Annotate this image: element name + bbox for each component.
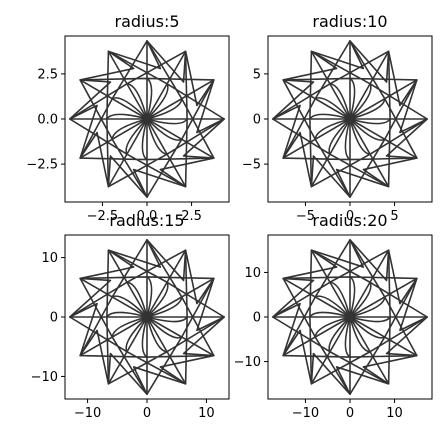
y-tick-label: −10 — [234, 355, 261, 370]
radial-series — [69, 40, 225, 198]
subplot-3: radius:15 −10 0 10 −10 0 10 — [31, 211, 230, 421]
x-tick-label: 10 — [198, 406, 215, 421]
y-tick-label: 5 — [253, 67, 261, 82]
y-tick-label: 2.5 — [37, 67, 58, 82]
x-tick-label: 0 — [346, 209, 354, 224]
y-tick-label: 0 — [253, 311, 261, 326]
x-tick-label: 0.0 — [137, 209, 158, 224]
radial-series — [69, 239, 225, 395]
x-tick-label: 10 — [386, 406, 403, 421]
x-tick-label: −5 — [296, 209, 315, 224]
rosette-lines — [69, 239, 225, 395]
y-tick-label: 10 — [244, 266, 261, 281]
petal-series — [309, 276, 391, 358]
x-tick-label: 2.5 — [181, 209, 202, 224]
rosette-lines — [272, 40, 428, 198]
x-tick-label: −10 — [74, 406, 101, 421]
x-tick-label: 0 — [143, 406, 151, 421]
subplot-title: radius:10 — [312, 12, 387, 31]
subplot-4: radius:20 −10 0 10 −10 0 10 — [234, 211, 433, 421]
radial-series — [272, 40, 428, 198]
y-tick-label: 0.0 — [37, 113, 58, 128]
radial-series — [272, 239, 428, 395]
petal-series — [309, 77, 391, 161]
subplot-2: radius:10 −5 0 5 −5 0 5 — [242, 12, 433, 224]
x-tick-label: 5 — [390, 209, 398, 224]
rosette-lines — [69, 40, 225, 198]
rosette-lines — [272, 239, 428, 395]
x-tick-label: −10 — [292, 406, 319, 421]
petal-series — [106, 77, 188, 161]
x-tick-label: 0 — [346, 406, 354, 421]
petal-series — [106, 276, 188, 358]
y-tick-label: −5 — [242, 158, 261, 173]
y-tick-label: −2.5 — [26, 158, 58, 173]
subplot-title: radius:20 — [312, 211, 387, 230]
y-tick-label: 0 — [253, 113, 261, 128]
y-tick-label: 10 — [41, 251, 58, 266]
subplot-1: radius:5 −2.5 0.0 2.5 −2.5 0.0 2.5 — [26, 12, 230, 224]
x-tick-label: −2.5 — [87, 209, 119, 224]
subplot-title: radius:5 — [114, 12, 179, 31]
y-tick-label: 0 — [50, 311, 58, 326]
subplot-title: radius:15 — [109, 211, 184, 230]
y-tick-label: −10 — [31, 370, 58, 385]
